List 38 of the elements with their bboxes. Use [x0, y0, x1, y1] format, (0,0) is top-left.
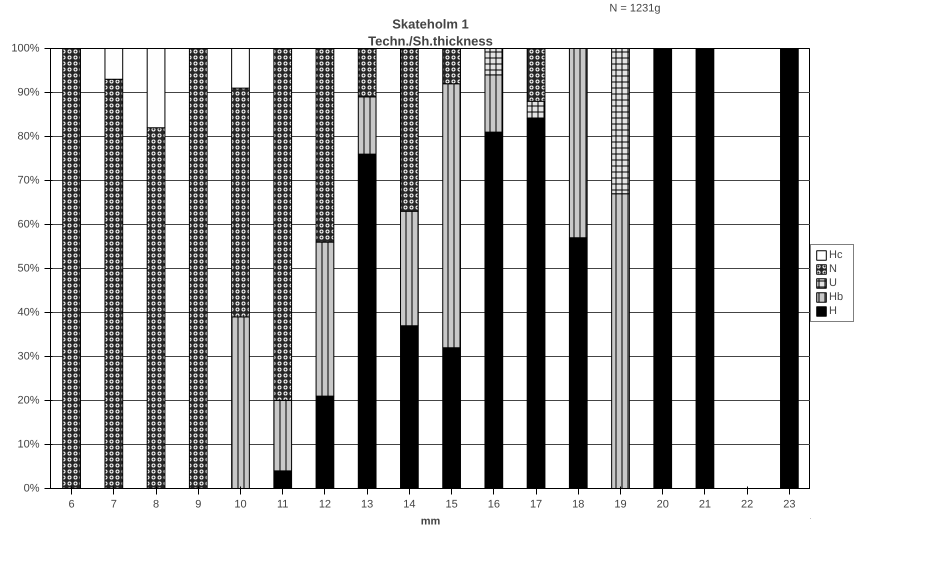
- x-tick-label: 19: [614, 498, 627, 510]
- x-tick-label: 8: [152, 498, 160, 510]
- y-tick-label: 90%: [17, 86, 40, 98]
- x-tick-label: 23: [783, 498, 796, 510]
- x-tick-label: 17: [530, 498, 542, 510]
- x-tick-label: 18: [572, 498, 584, 510]
- x-tick-label: 14: [403, 498, 416, 510]
- x-tick-label: 10: [234, 498, 247, 510]
- chart-subtitle: Techn./Sh.thickness: [368, 34, 493, 48]
- x-tick-label: 20: [656, 498, 669, 510]
- x-axis-title: mm: [420, 516, 440, 528]
- x-tick-label: 13: [361, 498, 374, 510]
- y-tick-label: 80%: [17, 130, 40, 142]
- legend-label: N: [829, 263, 838, 275]
- x-tick-label: 16: [488, 498, 500, 510]
- y-tick-label: 40%: [17, 306, 40, 318]
- y-tick-label: 20%: [17, 394, 40, 406]
- legend-label: Hb: [829, 291, 844, 303]
- y-tick-label: 10%: [17, 438, 40, 450]
- x-tick-label: 7: [110, 498, 117, 510]
- x-tick-label: 9: [195, 498, 202, 510]
- x-tick-label: 11: [277, 498, 288, 510]
- x-tick-label: 15: [445, 498, 458, 510]
- x-tick-label: 12: [318, 498, 332, 510]
- x-tick-label: 6: [68, 498, 75, 510]
- legend-label: H: [829, 305, 838, 317]
- legend-label: U: [829, 277, 838, 289]
- y-tick-label: 30%: [17, 350, 40, 362]
- legend-label: Hc: [829, 249, 844, 261]
- y-tick-label: 70%: [17, 174, 40, 186]
- x-tick-label: 21: [698, 498, 712, 510]
- text: N = 1231g: [609, 2, 661, 14]
- y-tick-label: 100%: [11, 42, 40, 54]
- x-tick-label: 22: [741, 498, 754, 510]
- y-tick-label: 60%: [17, 218, 40, 230]
- chart-title: Skateholm 1: [392, 16, 469, 32]
- y-tick-label: 50%: [17, 262, 40, 274]
- y-tick-label: 0%: [24, 482, 40, 494]
